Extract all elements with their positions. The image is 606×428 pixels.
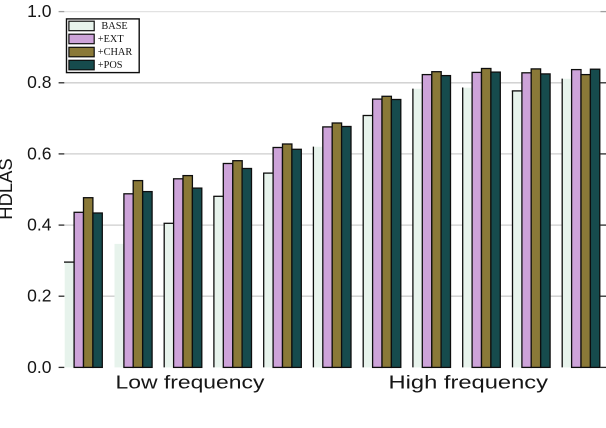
svg-text:+CHAR: +CHAR [98,47,133,58]
svg-text:+EXT: +EXT [98,34,125,45]
svg-text:0.2: 0.2 [27,286,51,306]
svg-text:0.4: 0.4 [27,215,52,235]
svg-text:1.0: 1.0 [27,1,52,21]
svg-text:Low frequency: Low frequency [116,373,265,393]
svg-text:High frequency: High frequency [389,373,549,393]
svg-text:0.0: 0.0 [27,357,52,377]
svg-text:0.8: 0.8 [27,72,51,92]
svg-text:+POS: +POS [98,60,123,71]
svg-text:BASE: BASE [101,21,127,32]
svg-text:0.6: 0.6 [27,143,51,163]
svg-text:HDLAS: HDLAS [0,158,16,220]
